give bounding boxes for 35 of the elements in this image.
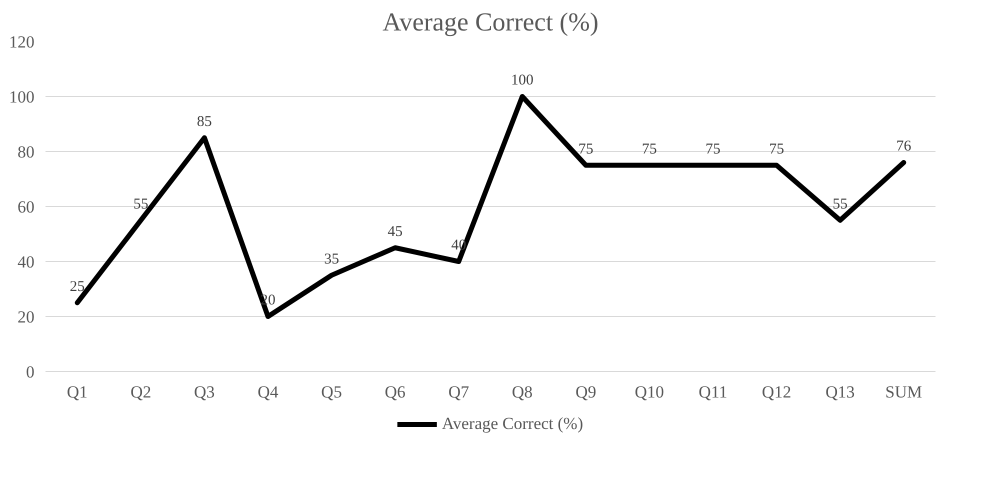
x-tick-label: Q9 <box>575 382 596 402</box>
y-tick-label: 0 <box>26 362 34 382</box>
x-tick-label: Q7 <box>448 382 470 402</box>
x-tick-label: Q3 <box>194 382 215 402</box>
x-tick-label: Q2 <box>130 382 152 402</box>
data-label: 45 <box>388 224 403 240</box>
data-label: 55 <box>832 196 848 212</box>
x-tick-label: Q8 <box>512 382 533 402</box>
y-tick-label: 120 <box>9 32 34 52</box>
x-tick-label: Q5 <box>321 382 342 402</box>
x-tick-label: Q4 <box>258 382 279 402</box>
data-label: 75 <box>706 141 720 158</box>
y-tick-label: 60 <box>18 198 34 216</box>
x-tick-label: Q6 <box>384 382 406 402</box>
x-tick-label: Q1 <box>66 382 88 402</box>
y-tick-label: 100 <box>9 88 34 106</box>
y-tick-label: 40 <box>18 252 34 272</box>
data-label: 35 <box>324 251 340 268</box>
x-tick-label: Q11 <box>698 382 728 402</box>
x-tick-label: SUM <box>885 382 922 402</box>
legend-label: Average Correct (%) <box>442 414 584 434</box>
data-label: 55 <box>133 196 148 212</box>
y-tick-label: 20 <box>18 308 34 326</box>
y-tick-label: 80 <box>18 142 34 162</box>
data-label: 76 <box>896 138 912 154</box>
chart-title: Average Correct (%) <box>382 8 599 36</box>
x-tick-label: Q12 <box>762 382 792 402</box>
data-label: 85 <box>196 114 212 130</box>
data-label: 75 <box>642 141 657 158</box>
data-label: 100 <box>511 72 534 88</box>
data-label: 25 <box>70 278 85 295</box>
x-tick-label: Q10 <box>634 382 664 402</box>
data-label: 75 <box>578 141 594 158</box>
x-tick-label: Q13 <box>826 382 855 402</box>
data-label: 75 <box>769 141 784 158</box>
